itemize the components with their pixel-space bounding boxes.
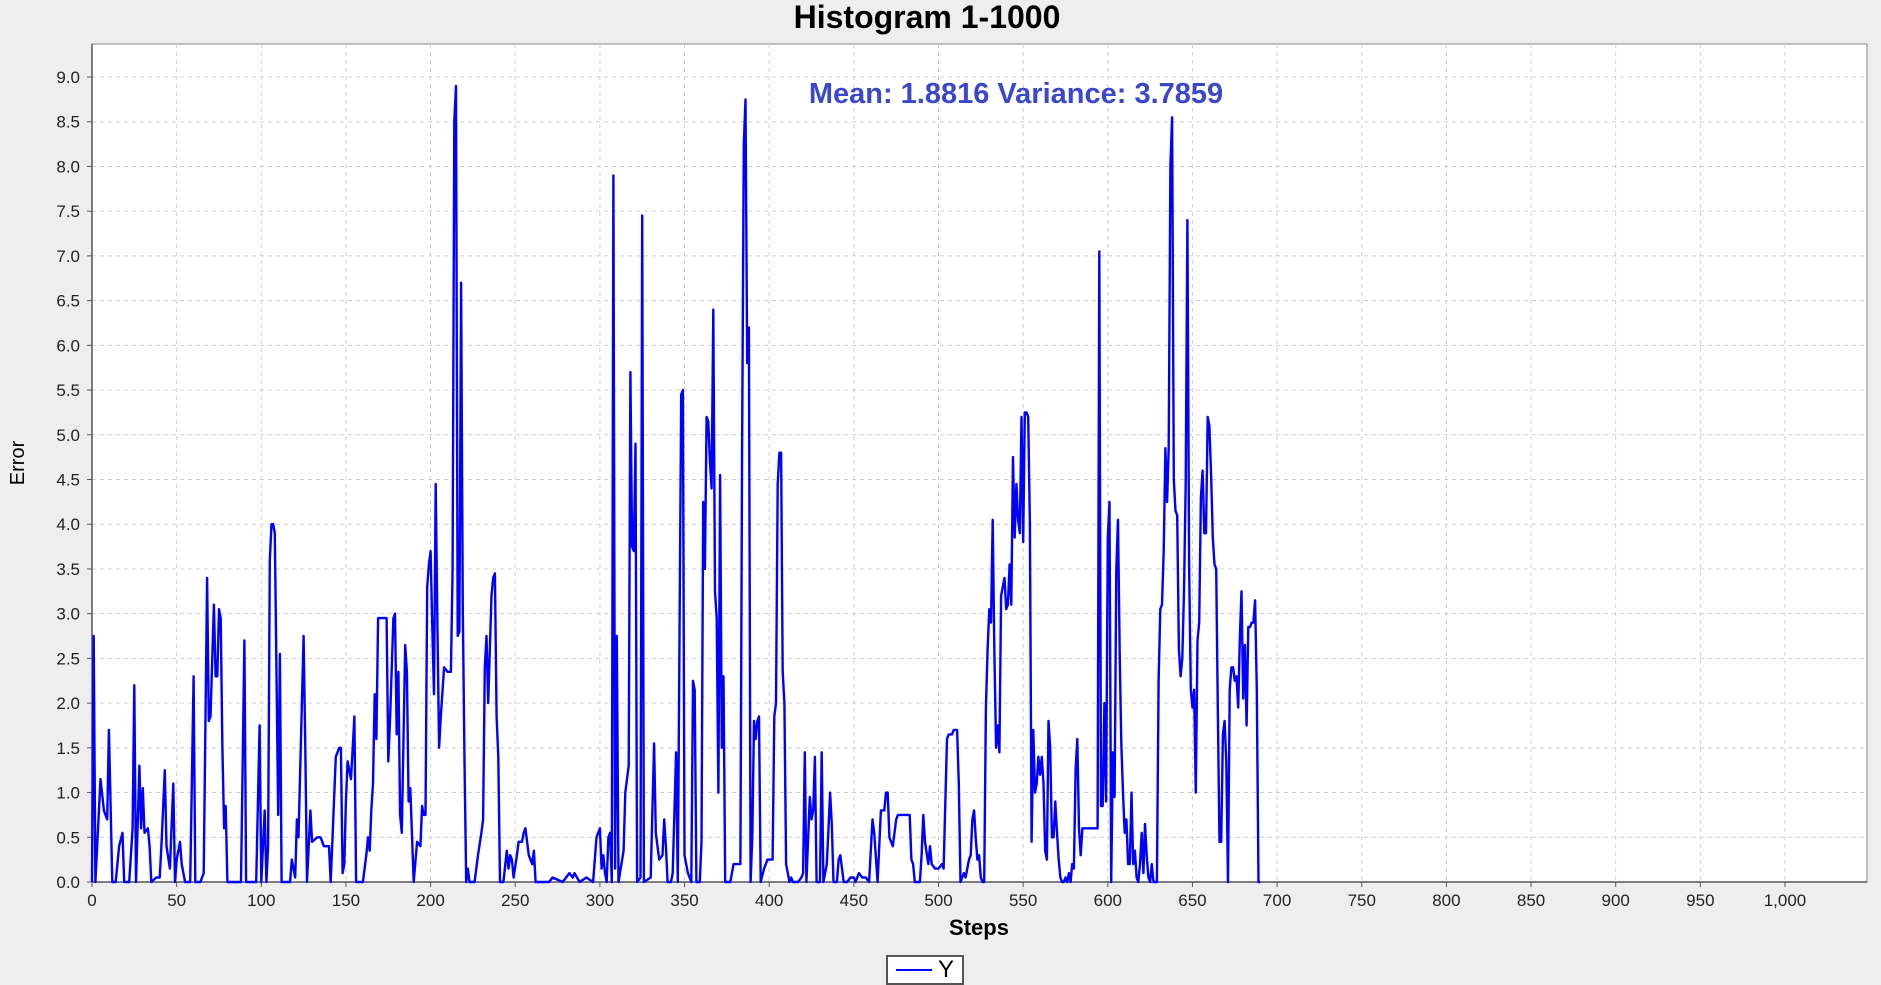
x-tick-label: 700 (1263, 891, 1291, 910)
legend: Y (886, 955, 964, 985)
chart-title: Histogram 1-1000 (793, 0, 1061, 35)
y-tick-label: 0.5 (56, 828, 80, 847)
y-tick-label: 1.5 (56, 739, 80, 758)
y-tick-label: 7.0 (56, 247, 80, 266)
y-tick-label: 4.0 (56, 515, 80, 534)
x-tick-label: 650 (1178, 891, 1206, 910)
y-tick-label: 2.5 (56, 649, 80, 668)
y-tick-label: 6.5 (56, 292, 80, 311)
y-tick-label: 4.5 (56, 471, 80, 490)
gridlines (91, 44, 1867, 883)
y-tick-label: 2.0 (56, 694, 80, 713)
x-tick-label: 550 (1009, 891, 1037, 910)
stats-annotation: Mean: 1.8816 Variance: 3.7859 (809, 78, 1223, 110)
x-tick-label: 150 (332, 891, 360, 910)
y-axis-label: Error (7, 440, 29, 485)
y-tick-label: 5.0 (56, 426, 80, 445)
series-layer (90, 84, 1261, 884)
plot-area (91, 43, 1868, 883)
x-tick-label: 350 (670, 891, 698, 910)
x-tick-label: 450 (840, 891, 868, 910)
x-tick-label: 800 (1432, 891, 1460, 910)
x-tick-label: 200 (416, 891, 444, 910)
x-tick-label: 0 (87, 891, 96, 910)
series-line-Y (90, 84, 1261, 884)
y-tick-label: 5.5 (56, 381, 80, 400)
x-tick-label: 400 (755, 891, 783, 910)
y-tick-label: 7.5 (56, 202, 80, 221)
x-tick-label: 600 (1094, 891, 1122, 910)
y-tick-label: 8.5 (56, 113, 80, 132)
x-tick-label: 1,000 (1764, 891, 1807, 910)
x-tick-label: 300 (586, 891, 614, 910)
x-tick-label: 900 (1602, 891, 1630, 910)
y-tick-label: 9.0 (56, 68, 80, 87)
y-tick-label: 3.5 (56, 560, 80, 579)
x-tick-label: 100 (247, 891, 275, 910)
x-tick-label: 750 (1348, 891, 1376, 910)
legend-label: Y (937, 956, 954, 983)
y-tick-label: 0.0 (56, 873, 80, 892)
x-tick-label: 500 (924, 891, 952, 910)
legend-swatch (895, 969, 932, 971)
y-tick-label: 8.0 (56, 157, 80, 176)
x-tick-label: 250 (501, 891, 529, 910)
x-tick-label: 950 (1686, 891, 1714, 910)
x-tick-label: 850 (1517, 891, 1545, 910)
axes: 0 50 100 150 200 250 300 350 400 450 500 550 600 650 7… (56, 44, 1867, 910)
y-tick-label: 1.0 (56, 784, 80, 803)
x-axis-label: Steps (949, 915, 1009, 940)
x-tick-label: 50 (167, 891, 186, 910)
y-tick-label: 6.0 (56, 336, 80, 355)
y-tick-label: 3.0 (56, 605, 80, 624)
